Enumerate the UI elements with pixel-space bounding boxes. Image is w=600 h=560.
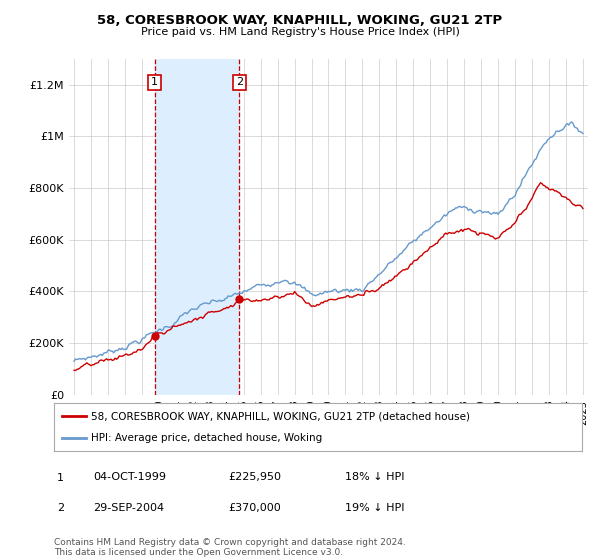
Text: HPI: Average price, detached house, Woking: HPI: Average price, detached house, Woki… xyxy=(91,433,322,443)
Text: £370,000: £370,000 xyxy=(228,503,281,513)
Text: Price paid vs. HM Land Registry's House Price Index (HPI): Price paid vs. HM Land Registry's House … xyxy=(140,27,460,37)
Text: 04-OCT-1999: 04-OCT-1999 xyxy=(93,472,166,482)
Text: 18% ↓ HPI: 18% ↓ HPI xyxy=(345,472,404,482)
Text: 19% ↓ HPI: 19% ↓ HPI xyxy=(345,503,404,513)
Text: £225,950: £225,950 xyxy=(228,472,281,482)
Bar xyxy=(155,59,239,395)
Text: 2: 2 xyxy=(236,77,243,87)
Text: 2: 2 xyxy=(57,503,64,514)
Text: 58, CORESBROOK WAY, KNAPHILL, WOKING, GU21 2TP (detached house): 58, CORESBROOK WAY, KNAPHILL, WOKING, GU… xyxy=(91,411,470,421)
Text: 58, CORESBROOK WAY, KNAPHILL, WOKING, GU21 2TP: 58, CORESBROOK WAY, KNAPHILL, WOKING, GU… xyxy=(97,14,503,27)
Text: 1: 1 xyxy=(151,77,158,87)
Text: 29-SEP-2004: 29-SEP-2004 xyxy=(93,503,164,513)
Text: 1: 1 xyxy=(57,473,64,483)
Text: Contains HM Land Registry data © Crown copyright and database right 2024.
This d: Contains HM Land Registry data © Crown c… xyxy=(54,538,406,557)
